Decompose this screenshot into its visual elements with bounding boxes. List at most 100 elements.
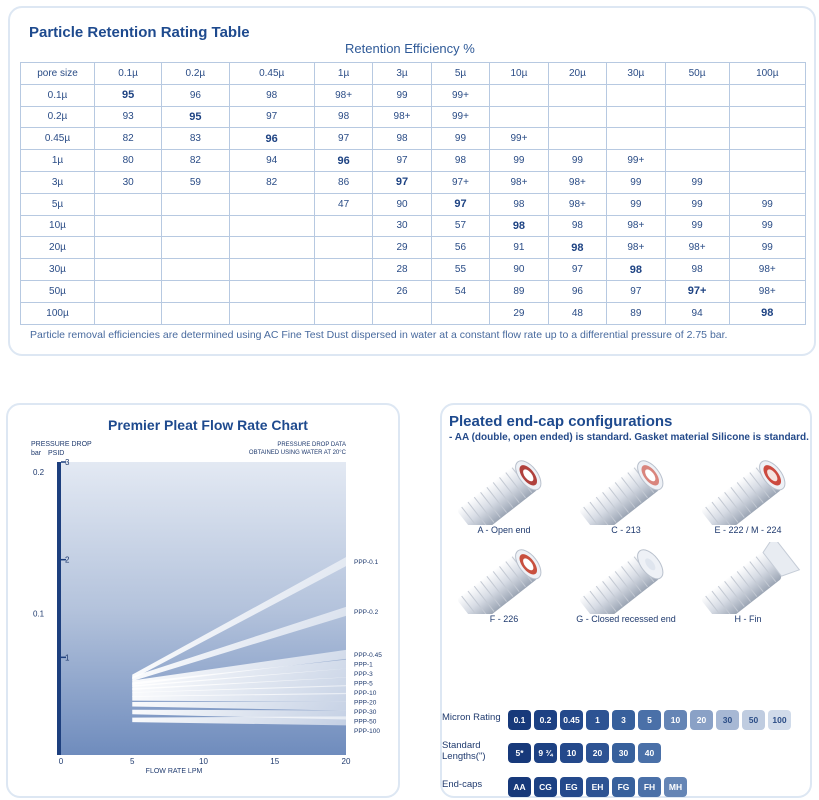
option-chip[interactable]: 100 bbox=[768, 710, 791, 730]
option-chip[interactable]: 20 bbox=[586, 743, 609, 763]
table-cell: 82 bbox=[228, 170, 315, 194]
x-tick-label: 20 bbox=[342, 757, 351, 766]
option-chip[interactable]: 30 bbox=[612, 743, 635, 763]
table-cell: 80 bbox=[93, 149, 163, 172]
column-header: 1µ bbox=[313, 62, 374, 85]
option-chip[interactable]: FH bbox=[638, 777, 661, 797]
table-cell: 93 bbox=[93, 105, 163, 129]
table-cell: 99 bbox=[728, 192, 807, 216]
table-cell: 94 bbox=[228, 149, 315, 172]
table-row: 100µ 29 48 89 94 98 bbox=[20, 301, 807, 325]
option-chip[interactable]: 10 bbox=[560, 743, 583, 763]
table-cell: 96 bbox=[313, 149, 374, 172]
table-cell: 99+ bbox=[430, 83, 491, 107]
endcap-image bbox=[457, 460, 542, 525]
table-cell: 97 bbox=[372, 149, 432, 172]
table-cell bbox=[93, 236, 163, 260]
table-cell: 82 bbox=[161, 149, 230, 172]
table-cell: 48 bbox=[547, 301, 608, 325]
table-row: 10µ 30 57 98 98 98+ 99 99 bbox=[20, 214, 807, 238]
table-cell: 55 bbox=[430, 258, 491, 281]
endcap-label: E - 222 / M - 224 bbox=[714, 525, 782, 535]
table-cell: 29 bbox=[489, 301, 549, 325]
table-cell bbox=[547, 105, 608, 129]
endcap-item: E - 222 / M - 224 bbox=[692, 453, 804, 539]
table-subtitle: Retention Efficiency % bbox=[345, 41, 475, 56]
table-cell bbox=[313, 301, 374, 325]
table-cell bbox=[728, 105, 807, 129]
series-label: PPP-1 bbox=[354, 662, 373, 669]
option-chip[interactable]: EH bbox=[586, 777, 609, 797]
table-cell: 99 bbox=[606, 170, 666, 194]
table-cell bbox=[728, 170, 807, 194]
option-chip[interactable]: MH bbox=[664, 777, 687, 797]
option-chip[interactable]: 1 bbox=[586, 710, 609, 730]
option-chip[interactable]: 30 bbox=[716, 710, 739, 730]
table-cell bbox=[93, 192, 163, 216]
option-chip[interactable]: 5* bbox=[508, 743, 531, 763]
table-cell: 98+ bbox=[664, 236, 730, 260]
table-cell: 26 bbox=[372, 279, 432, 303]
y-axis-unit-right: PSID bbox=[48, 450, 64, 457]
row-header: 0.1µ bbox=[20, 83, 95, 107]
series-label: PPP-0.2 bbox=[354, 609, 379, 616]
table-cell: 28 bbox=[372, 258, 432, 281]
table-cell: 47 bbox=[313, 192, 374, 216]
option-chip[interactable]: 40 bbox=[638, 743, 661, 763]
option-chip[interactable]: 9 ¾ bbox=[534, 743, 557, 763]
option-chip[interactable]: 3 bbox=[612, 710, 635, 730]
table-row: 1µ 80 82 94 96 97 98 99 99 99+ bbox=[20, 149, 807, 172]
table-cell bbox=[161, 279, 230, 303]
x-axis-label: FLOW RATE LPM bbox=[146, 768, 203, 775]
series-line-ppp-5 bbox=[132, 677, 346, 693]
table-cell: 98 bbox=[547, 236, 608, 260]
table-cell: 98 bbox=[606, 258, 666, 281]
column-header: 30µ bbox=[606, 62, 666, 85]
column-header: 3µ bbox=[372, 62, 432, 85]
endcap-note: - AA (double, open ended) is standard. G… bbox=[449, 432, 809, 443]
x-tick-label: 0 bbox=[59, 757, 64, 766]
option-chip[interactable]: 0.2 bbox=[534, 710, 557, 730]
option-chip[interactable]: 0.45 bbox=[560, 710, 583, 730]
corner-header: pore size bbox=[20, 62, 95, 85]
table-cell: 98 bbox=[547, 214, 608, 238]
row-header: 50µ bbox=[20, 279, 95, 303]
y-tick-psid-label: 2 bbox=[65, 556, 70, 565]
table-cell: 89 bbox=[606, 301, 666, 325]
endcap-image bbox=[701, 542, 801, 614]
option-chip[interactable]: 5 bbox=[638, 710, 661, 730]
table-cell: 57 bbox=[430, 214, 491, 238]
option-chip[interactable]: EG bbox=[560, 777, 583, 797]
table-row: 0.45µ 82 83 96 97 98 99 99+ bbox=[20, 127, 807, 151]
option-chip[interactable]: 10 bbox=[664, 710, 687, 730]
table-cell: 99+ bbox=[489, 127, 549, 151]
option-chip[interactable]: CG bbox=[534, 777, 557, 797]
table-cell: 97+ bbox=[664, 279, 730, 303]
option-chip[interactable]: 50 bbox=[742, 710, 765, 730]
retention-table-panel: Particle Retention Rating Table Retentio… bbox=[8, 6, 816, 356]
table-cell: 98 bbox=[430, 149, 491, 172]
endcap-title: Pleated end-cap configurations bbox=[449, 413, 673, 430]
table-cell: 99 bbox=[372, 83, 432, 107]
table-cell: 98 bbox=[313, 105, 374, 129]
row-header: 3µ bbox=[20, 170, 95, 194]
table-cell bbox=[228, 301, 315, 325]
option-chip[interactable]: AA bbox=[508, 777, 531, 797]
chart-title: Premier Pleat Flow Rate Chart bbox=[108, 417, 308, 433]
table-cell bbox=[372, 301, 432, 325]
table-row: 30µ 28 55 90 97 98 98 98+ bbox=[20, 258, 807, 281]
series-label: PPP-0.1 bbox=[354, 559, 379, 566]
table-cell bbox=[161, 301, 230, 325]
option-chip[interactable]: 0.1 bbox=[508, 710, 531, 730]
table-row: 5µ 47 90 97 98 98+ 99 99 99 bbox=[20, 192, 807, 216]
table-cell bbox=[93, 214, 163, 238]
chart-note-line2: OBTAINED USING WATER AT 20°C bbox=[249, 450, 347, 456]
flow-chart-panel: Premier Pleat Flow Rate Chart PRESSURE D… bbox=[6, 403, 400, 798]
table-cell bbox=[430, 301, 491, 325]
option-chip[interactable]: FG bbox=[612, 777, 635, 797]
table-cell bbox=[313, 236, 374, 260]
table-cell: 98+ bbox=[489, 170, 549, 194]
table-cell bbox=[489, 83, 549, 107]
option-chip[interactable]: 20 bbox=[690, 710, 713, 730]
table-cell bbox=[161, 236, 230, 260]
